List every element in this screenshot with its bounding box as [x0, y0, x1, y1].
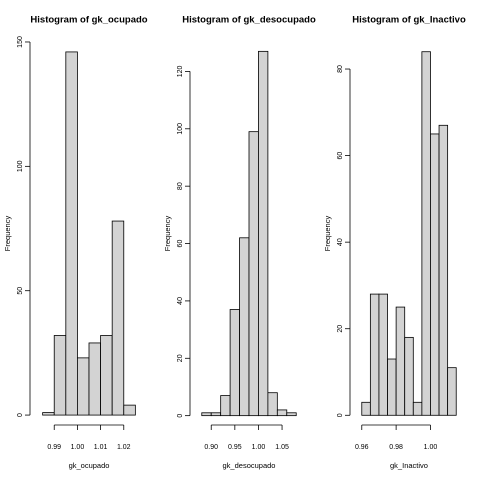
- bar: [378, 293, 388, 416]
- bar: [369, 293, 380, 416]
- x-tick-label: 1.01: [94, 444, 108, 451]
- y-tick-label: 40: [177, 297, 184, 305]
- bar: [201, 412, 212, 417]
- y-tick-label: 80: [177, 182, 184, 190]
- bar: [412, 401, 423, 416]
- bar: [438, 124, 449, 416]
- bar: [239, 237, 250, 417]
- x-tick-label: 0.95: [228, 444, 242, 451]
- bar: [210, 412, 222, 417]
- bar: [53, 335, 67, 416]
- y-tick-label: 80: [337, 65, 344, 73]
- y-tick-label: 100: [17, 160, 24, 172]
- bar: [77, 357, 90, 416]
- bar: [267, 392, 278, 417]
- y-tick-label: 0: [337, 413, 344, 417]
- bar: [65, 51, 78, 416]
- bar: [258, 50, 269, 417]
- bar: [395, 306, 406, 416]
- bar: [286, 412, 297, 417]
- y-tick-label: 60: [337, 152, 344, 160]
- x-axis-label: gk_desocupado: [223, 461, 276, 470]
- x-tick-label: 1.00: [252, 444, 266, 451]
- x-tick-label: 0.90: [204, 444, 218, 451]
- bar: [229, 309, 240, 417]
- y-tick-label: 0: [17, 413, 24, 417]
- bar: [276, 409, 288, 417]
- chart-title: Histogram of gk_ocupado: [30, 15, 147, 26]
- bar: [100, 335, 113, 416]
- y-tick-label: 150: [17, 36, 24, 48]
- y-axis-label: Frequency: [163, 216, 172, 252]
- bar: [447, 367, 457, 416]
- y-tick-label: 50: [17, 287, 24, 295]
- x-tick-label: 0.96: [355, 444, 369, 451]
- bar: [404, 336, 414, 416]
- x-tick-label: 0.98: [389, 444, 403, 451]
- bar: [248, 131, 259, 417]
- bar: [220, 395, 231, 417]
- y-axis-label: Frequency: [3, 216, 12, 252]
- bar: [387, 358, 397, 416]
- bar: [42, 412, 55, 416]
- y-tick-label: 60: [177, 240, 184, 248]
- y-tick-label: 40: [337, 238, 344, 246]
- bar: [123, 404, 136, 416]
- y-tick-label: 20: [177, 354, 184, 362]
- bar: [111, 220, 125, 416]
- x-tick-label: 1.00: [71, 444, 85, 451]
- y-tick-label: 100: [177, 123, 184, 135]
- bar: [430, 133, 440, 416]
- x-tick-label: 0.99: [47, 444, 61, 451]
- chart-title: Histogram of gk_desocupado: [182, 15, 316, 26]
- y-tick-label: 120: [177, 65, 184, 77]
- x-tick-label: 1.02: [117, 444, 131, 451]
- bar: [421, 51, 431, 416]
- bar: [88, 342, 101, 416]
- y-tick-label: 20: [337, 325, 344, 333]
- chart-title: Histogram of gk_Inactivo: [352, 15, 466, 26]
- bar: [361, 401, 371, 416]
- x-axis-label: gk_Inactivo: [390, 461, 428, 470]
- x-tick-label: 1.00: [424, 444, 438, 451]
- x-axis-label: gk_ocupado: [69, 461, 110, 470]
- x-tick-label: 1.05: [275, 444, 289, 451]
- y-axis-label: Frequency: [323, 216, 332, 252]
- y-tick-label: 0: [177, 414, 184, 418]
